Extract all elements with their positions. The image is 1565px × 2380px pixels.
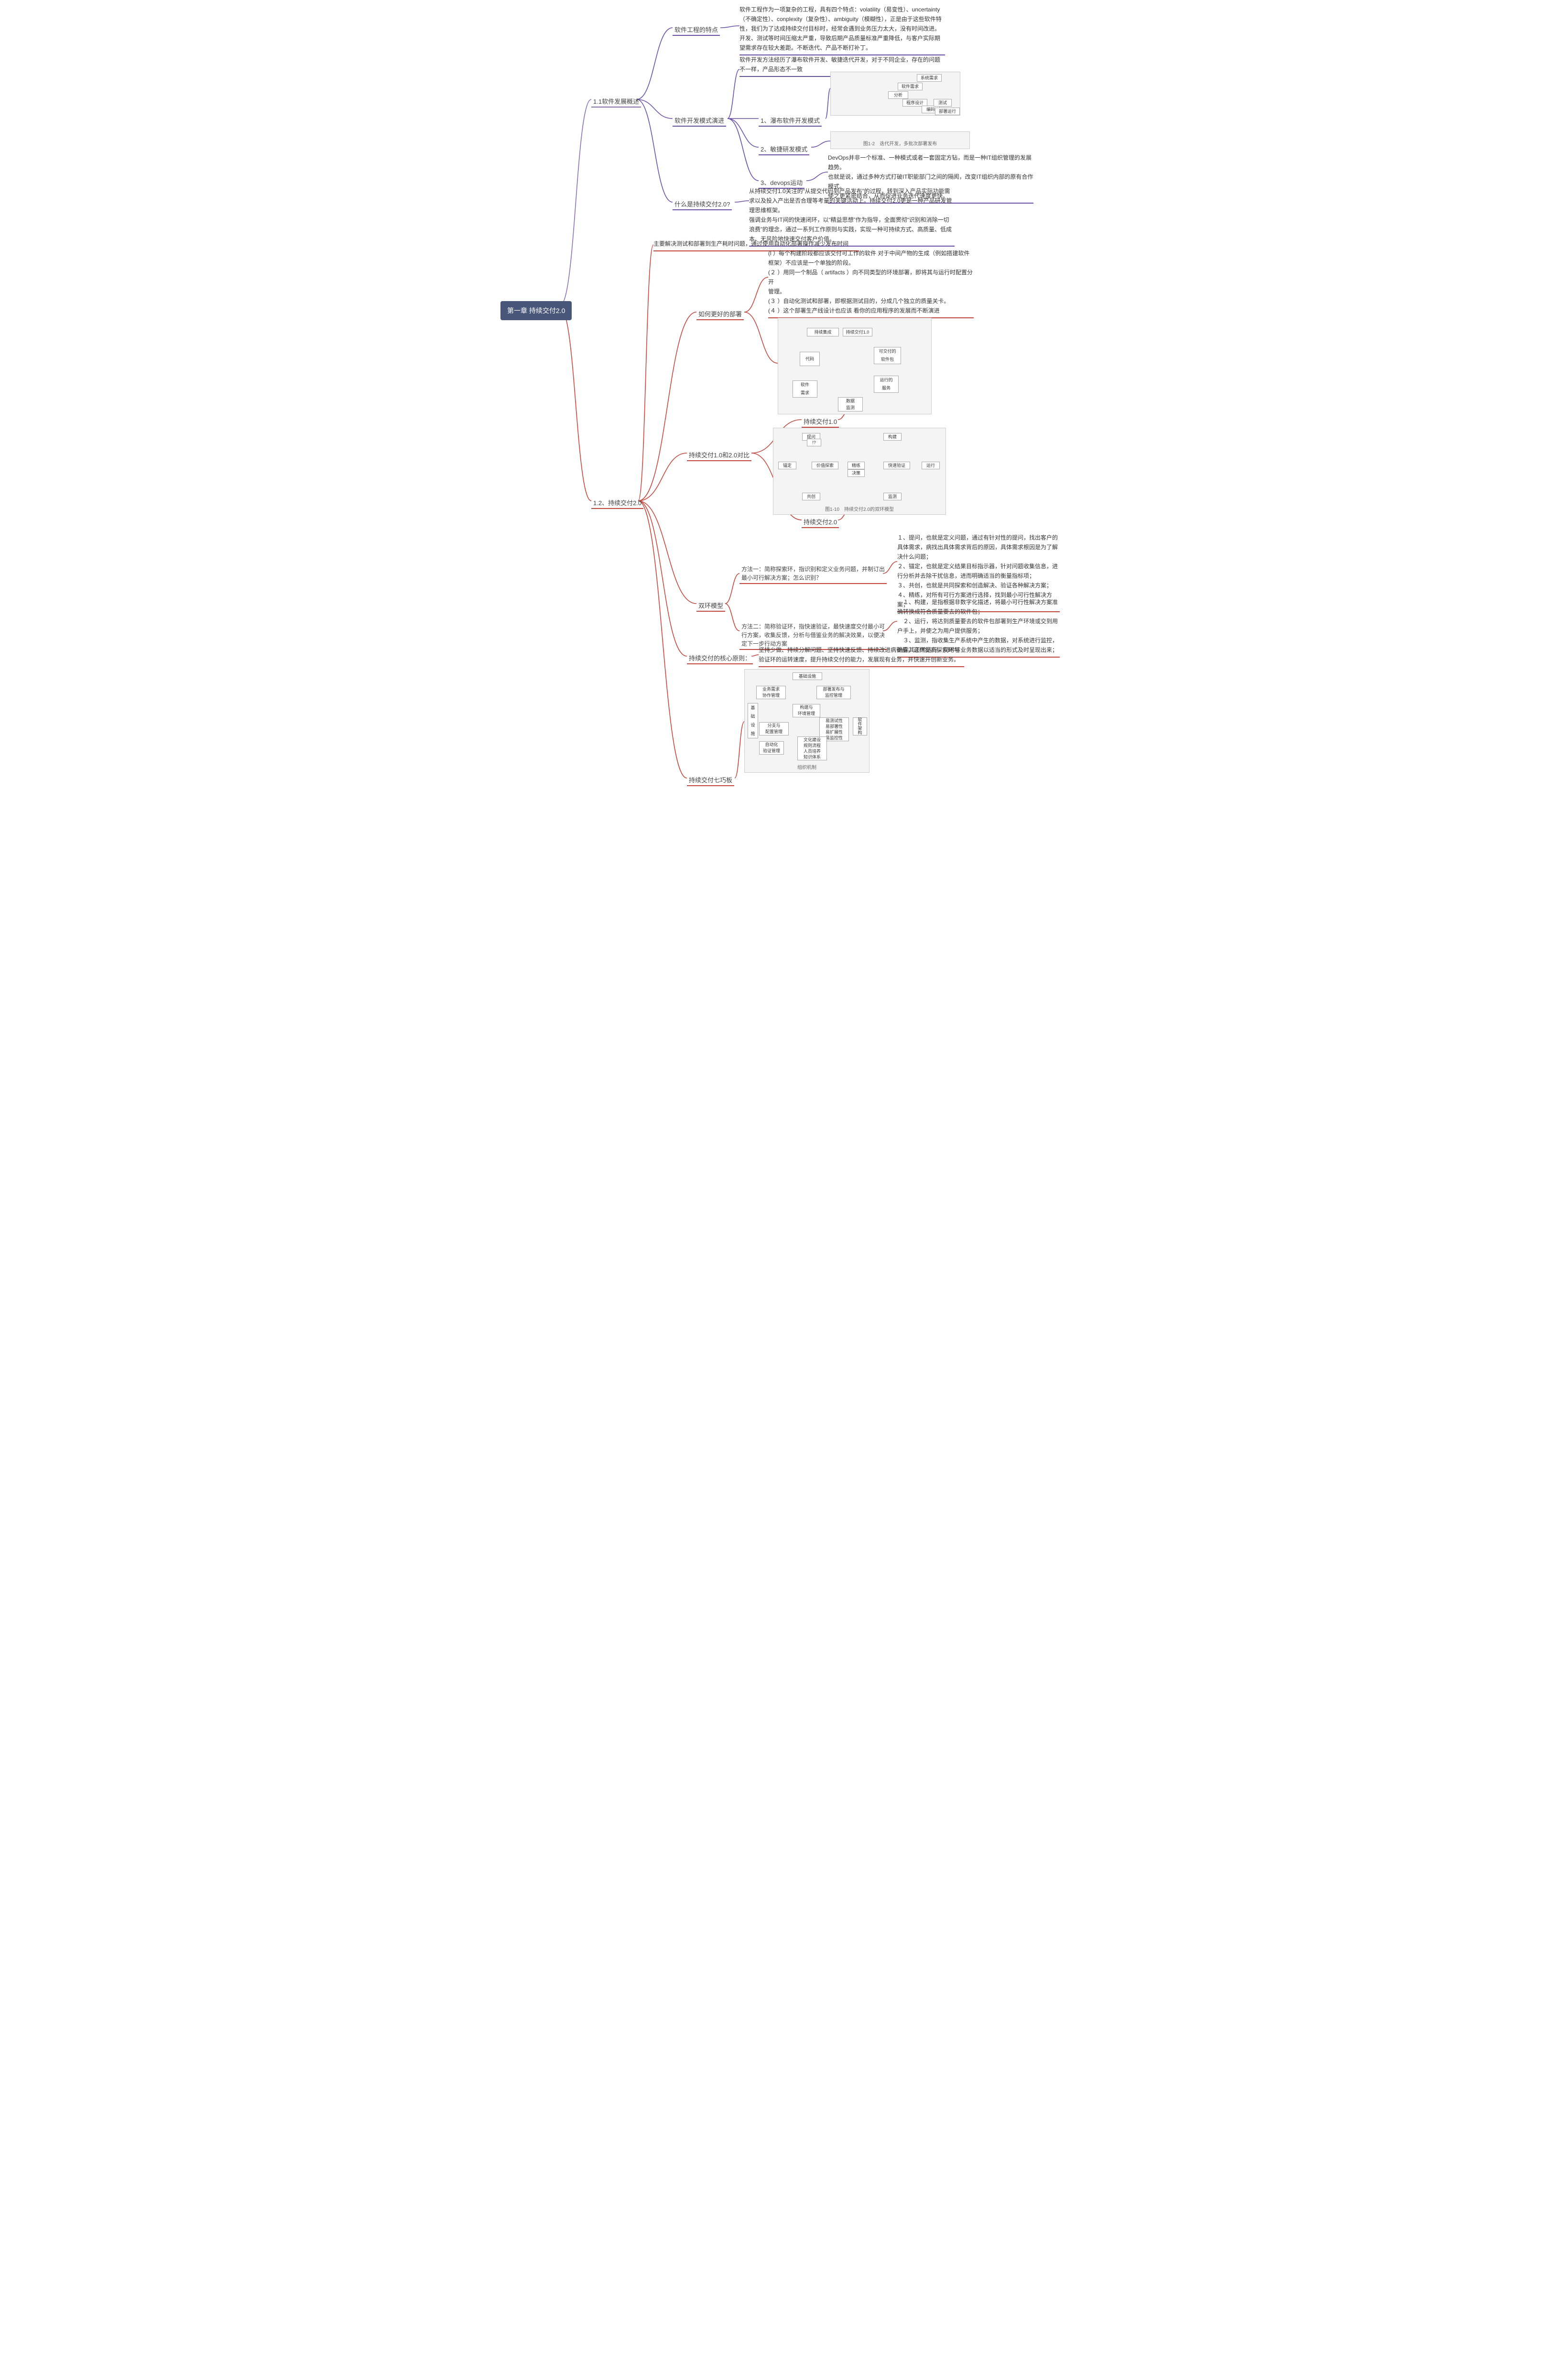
node-n1b2[interactable]: 2、敏捷研发模式 <box>759 143 809 155</box>
node-n2c1[interactable]: 方法一：简称探索环，指识别和定义业务问题，并制订出最小可行解决方案；怎么识别？ <box>739 564 887 584</box>
node-n2c[interactable]: 双环模型 <box>696 600 725 612</box>
mindmap-canvas: 第一章 持续交付2.0 1.1软件发展概述 软件工程的特点软件开发模式演进什么是持续… <box>496 0 1069 870</box>
figure-1 <box>830 131 970 149</box>
leaf-5: (l ）每个构建阶段都应该交付可工作的软件 对于中间产物的生成（例如搭建软件 框… <box>768 249 974 318</box>
leaf-0: 软件工程作为一项复杂的工程，具有四个特点：volatility（易变性）、unc… <box>739 5 945 55</box>
figure-4: 基础设施业务需求 协作管理部署发布与 监控管理构建与 环境管理基 础 设 施分支… <box>744 669 869 773</box>
leaf-3: 从持续交付1.0关注的“从提交代码到产品发布”的过程，转到深入产品实际功能需求以… <box>749 186 955 247</box>
node-n1c[interactable]: 什么是持续交付2.0? <box>673 198 732 210</box>
node-n2e[interactable]: 持续交付七巧板 <box>687 774 734 786</box>
node-n1b[interactable]: 软件开发模式演进 <box>673 115 726 127</box>
node-n1[interactable]: 1.1软件发展概述 <box>591 96 641 108</box>
node-n2b1[interactable]: 持续交付1.0 <box>802 416 839 428</box>
figure-3: 提问!?锚定价值探索精练决策共创构建快速验证运行监测 <box>773 428 946 515</box>
node-n2b[interactable]: 持续交付1.0和2.0对比 <box>687 449 751 461</box>
figure-2: 持续集成持续交付1.0代码可交付的 软件包软件 需求运行的 服务数据 监测 <box>778 318 932 414</box>
node-n2b2[interactable]: 持续交付2.0 <box>802 516 839 528</box>
node-n2[interactable]: 1.2、持续交付2.0 <box>591 497 643 509</box>
node-n2a[interactable]: 如何更好的部署 <box>696 308 744 320</box>
root-node[interactable]: 第一章 持续交付2.0 <box>500 301 572 320</box>
node-n1b1[interactable]: 1、瀑布软件开发模式 <box>759 115 822 127</box>
node-n1a[interactable]: 软件工程的特点 <box>673 24 720 36</box>
leaf-8: 坚持少做、持续分解问题、坚持快速反馈、持续改进病衡量，这样提高探索环与验证环的运… <box>759 645 964 667</box>
node-n2d[interactable]: 持续交付的核心原则： <box>687 652 753 664</box>
figure-0: 系统需求软件需求分析程序设计编码测试部署运行 <box>830 72 960 116</box>
